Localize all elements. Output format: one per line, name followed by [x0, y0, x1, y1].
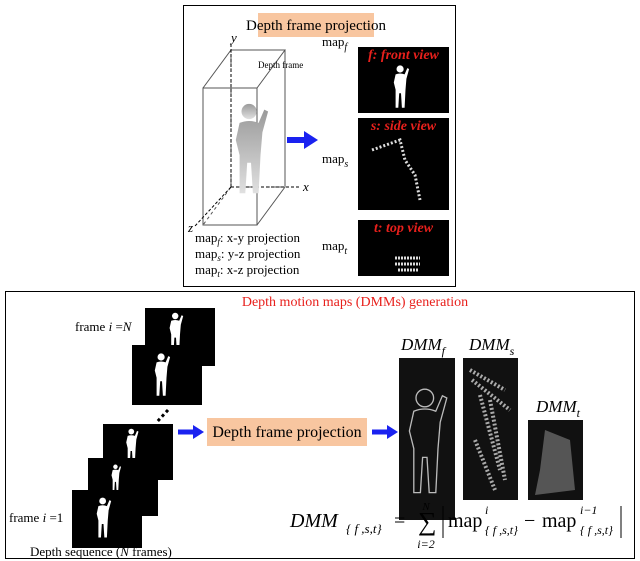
- proj-text: : x-z projection: [220, 262, 300, 277]
- bottom-title: Depth motion maps (DMMs) generation: [242, 295, 468, 310]
- sub: f: [344, 42, 348, 53]
- proj-text: : y-z projection: [221, 246, 301, 261]
- dmm-label: DMMs: [468, 335, 515, 358]
- map: map: [195, 230, 217, 245]
- top-title: Depth frame projection: [246, 18, 386, 34]
- view-label: f: front view: [368, 48, 439, 63]
- axis-y: y: [229, 30, 237, 45]
- svg-text:mapf: x-y projection: mapf: x-y projection: [195, 230, 301, 247]
- map: map: [322, 34, 344, 49]
- map-label: maps: [322, 151, 348, 170]
- sub: s: [344, 159, 348, 170]
- sum-upper: N: [421, 501, 430, 513]
- eq: =: [112, 319, 123, 334]
- projection-box-text: Depth frame projection: [212, 424, 361, 441]
- dmm-name: DMM: [468, 335, 510, 354]
- map: map: [195, 262, 217, 277]
- term2-sub: { f ,s,t}: [580, 523, 613, 537]
- arrow-head: [304, 131, 318, 149]
- n: N: [122, 319, 133, 334]
- svg-text:mapt: x-z projection: mapt: x-z projection: [195, 262, 300, 279]
- diagram: Depth frame projection y x z Depth frame…: [0, 0, 640, 561]
- equals: =: [394, 510, 405, 532]
- dmm-images: [399, 358, 583, 520]
- view-label: t: top view: [374, 221, 434, 236]
- arrow-head: [193, 425, 204, 439]
- map-label: mapt: [322, 238, 347, 257]
- frame-last: frame i =N: [75, 319, 133, 334]
- term1: map: [448, 510, 482, 532]
- dmm-name: DMM: [400, 335, 442, 354]
- eq: =1: [46, 510, 63, 525]
- t: frame: [9, 510, 43, 525]
- minus: −: [524, 510, 535, 532]
- axis-x: x: [302, 179, 309, 194]
- term2: map: [542, 510, 576, 532]
- depth-person: [236, 104, 268, 193]
- dmm-sub: s: [510, 344, 515, 358]
- dmm-label: DMMt: [535, 397, 581, 420]
- view-label: s: side view: [370, 119, 437, 134]
- term1-sub: { f ,s,t}: [485, 523, 518, 537]
- term1-sup: i: [485, 503, 488, 517]
- sub: t: [344, 246, 347, 257]
- projection-list: mapf: x-y projection maps: y-z projectio…: [195, 230, 301, 279]
- map: map: [322, 238, 344, 253]
- sum-lower: i=2: [417, 537, 434, 551]
- map: map: [322, 151, 344, 166]
- r: frames): [129, 544, 172, 559]
- t: Depth sequence (: [30, 544, 120, 559]
- depth-frame-label: Depth frame: [258, 60, 303, 70]
- sequence-label: Depth sequence (N frames): [30, 544, 172, 559]
- term2-sup: i−1: [580, 503, 597, 517]
- dmm-name: DMM: [535, 397, 577, 416]
- lhs: DMM: [289, 510, 339, 532]
- proj-text: : x-y projection: [220, 230, 301, 245]
- svg-text:maps: y-z projection: maps: y-z projection: [195, 246, 301, 263]
- arrow-head: [387, 425, 398, 439]
- lhs-sub: { f ,s,t}: [346, 521, 382, 536]
- axis-z: z: [187, 220, 193, 235]
- dmm-sub: t: [577, 406, 581, 420]
- t: frame: [75, 319, 109, 334]
- frame-first: frame i =1: [9, 510, 63, 525]
- dmm-label: DMMf: [400, 335, 447, 358]
- map: map: [195, 246, 217, 261]
- dmm-sub: f: [442, 344, 447, 358]
